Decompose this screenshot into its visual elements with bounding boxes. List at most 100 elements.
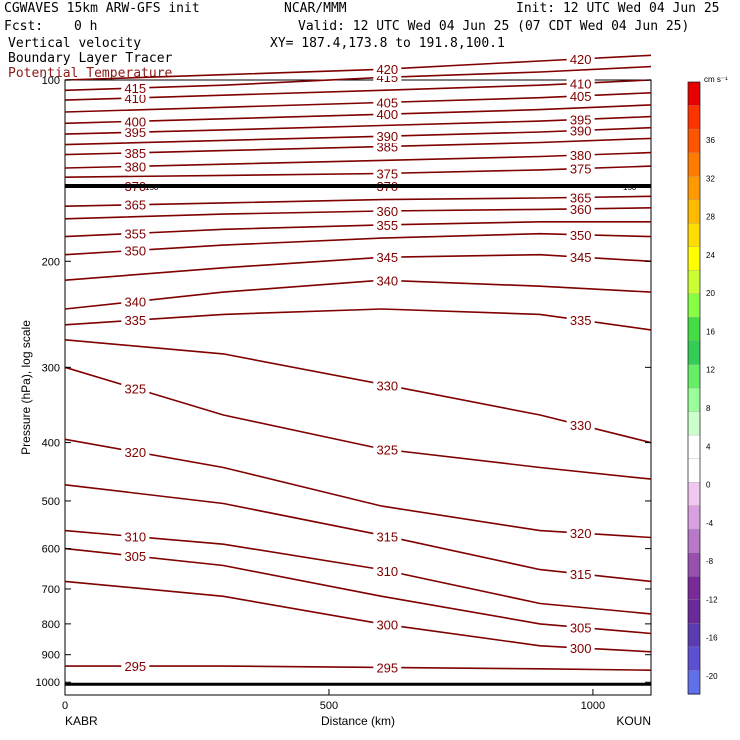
colorbar-swatch: [687, 623, 701, 648]
contour-label-bg: [373, 107, 402, 122]
contour-label: 365: [124, 198, 146, 213]
contour-label: 380: [570, 148, 592, 163]
organization-label: NCAR/MMM: [284, 1, 347, 16]
tropopause-label: 150: [145, 183, 159, 192]
colorbar-swatch: [687, 411, 701, 436]
contour-label: 405: [570, 89, 592, 104]
contour-layer: 295 295 300 300 305 305 310 310 315 315 320 320 325 3…: [64, 51, 652, 686]
contour-label-bg: [373, 442, 402, 457]
contour-label-bg: [121, 294, 150, 309]
colorbar-swatch: [687, 482, 701, 507]
contour-label: 420: [376, 62, 398, 77]
y-tick-label: 400: [42, 438, 60, 450]
colorbar-swatch: [687, 387, 701, 413]
colorbar-label: -4: [706, 519, 714, 528]
y-tick-label: 600: [42, 544, 60, 556]
field-potential-temperature: Potential Temperature: [8, 66, 173, 81]
colorbar-swatch: [687, 576, 701, 601]
contour-label: 330: [570, 418, 592, 433]
colorbar-swatch: [687, 317, 701, 342]
colorbar-swatch: [687, 152, 701, 177]
contour-label: 350: [124, 243, 146, 258]
field-vertical-velocity: Vertical velocity: [8, 36, 142, 51]
colorbar-label: -12: [706, 595, 718, 604]
contour-label-bg: [121, 381, 150, 396]
colorbar-label: -8: [706, 557, 714, 566]
contour-label: 375: [376, 166, 398, 181]
contour-label: 360: [376, 204, 398, 219]
contour-label: 315: [376, 529, 398, 544]
contour-label: 390: [376, 129, 398, 144]
contour-label: 400: [124, 114, 146, 129]
init-time: Init: 12 UTC Wed 04 Jun 25: [516, 1, 720, 16]
contour-label-bg: [566, 51, 595, 66]
contour-label-bg: [566, 227, 595, 242]
colorbar-label: 28: [706, 213, 715, 222]
contour-label-bg: [121, 125, 150, 140]
colorbar-swatch: [687, 364, 701, 389]
contour-label: 315: [570, 567, 592, 582]
contour-label-bg: [373, 660, 402, 675]
contour-label-bg: [121, 549, 150, 564]
colorbar-swatch: [687, 270, 701, 295]
contour-label: 385: [376, 139, 398, 154]
vertical-velocity-colorbar: cm s⁻¹ 36 32 28 24 20 16 12 8 4 0 -4 -8 -12 -16 -20: [687, 75, 728, 695]
x-tick-label: 0: [62, 700, 68, 712]
contour-label: 395: [570, 112, 592, 127]
contour-label-bg: [373, 217, 402, 232]
contour-label: 360: [570, 202, 592, 217]
contour-label: 305: [124, 549, 146, 564]
contour-label: 295: [124, 659, 146, 674]
y-tick-label: 900: [42, 650, 60, 662]
colorbar-swatch: [687, 458, 701, 483]
contour-label-bg: [566, 123, 595, 138]
contour-label-bg: [373, 129, 402, 144]
contour-label-bg: [373, 250, 402, 265]
colorbar-unit: cm s⁻¹: [704, 75, 728, 84]
colorbar-label: 32: [706, 174, 715, 183]
contour-label: 325: [376, 443, 398, 458]
colorbar-label: 8: [706, 404, 711, 413]
contour-label-bg: [373, 563, 402, 578]
contour-label-bg: [121, 313, 150, 328]
colorbar-label: -16: [706, 634, 718, 643]
colorbar-swatch: [687, 246, 701, 271]
colorbar-swatch: [687, 646, 701, 672]
colorbar-label: 12: [706, 366, 715, 375]
contour-label: 375: [570, 161, 592, 176]
contour-label: 355: [376, 218, 398, 233]
contour-label: 340: [376, 273, 398, 288]
colorbar-swatch: [687, 670, 701, 695]
colorbar-label: 16: [706, 327, 715, 336]
field-boundary-layer-tracer: Boundary Layer Tracer: [8, 51, 173, 66]
contour-label: 395: [124, 125, 146, 140]
colorbar-swatch: [687, 529, 701, 554]
contour-label: 410: [570, 76, 592, 91]
colorbar-swatch: [687, 505, 701, 530]
y-axis-title: Pressure (hPa), log scale: [19, 320, 33, 455]
contour-label: 355: [124, 226, 146, 241]
colorbar-label: 20: [706, 289, 715, 298]
contour-label: 415: [124, 81, 146, 96]
x-axis-title: Distance (km): [321, 714, 395, 728]
contour-label-bg: [121, 659, 150, 674]
forecast-label: Fcst:: [4, 19, 44, 34]
contour-label-bg: [121, 243, 150, 258]
colorbar-label: 36: [706, 136, 715, 145]
contour-label: 385: [124, 146, 146, 161]
model-title: CGWAVES 15km ARW-GFS init: [4, 1, 200, 16]
contour-label: 305: [570, 620, 592, 635]
colorbar-swatch: [687, 340, 701, 366]
valid-time: Valid: 12 UTC Wed 04 Jun 25 (07 CDT Wed …: [298, 19, 690, 34]
contour-label: 400: [376, 107, 398, 122]
contour-label: 420: [570, 52, 592, 67]
colorbar-swatch: [687, 128, 701, 154]
x-end-station: KOUN: [616, 714, 651, 728]
contour-label-bg: [566, 418, 595, 433]
contour-label-bg: [566, 250, 595, 265]
colorbar-swatch: [687, 434, 701, 460]
contour-label-bg: [566, 190, 595, 205]
contour-label-bg: [566, 566, 595, 581]
colorbar-border: [687, 81, 701, 695]
